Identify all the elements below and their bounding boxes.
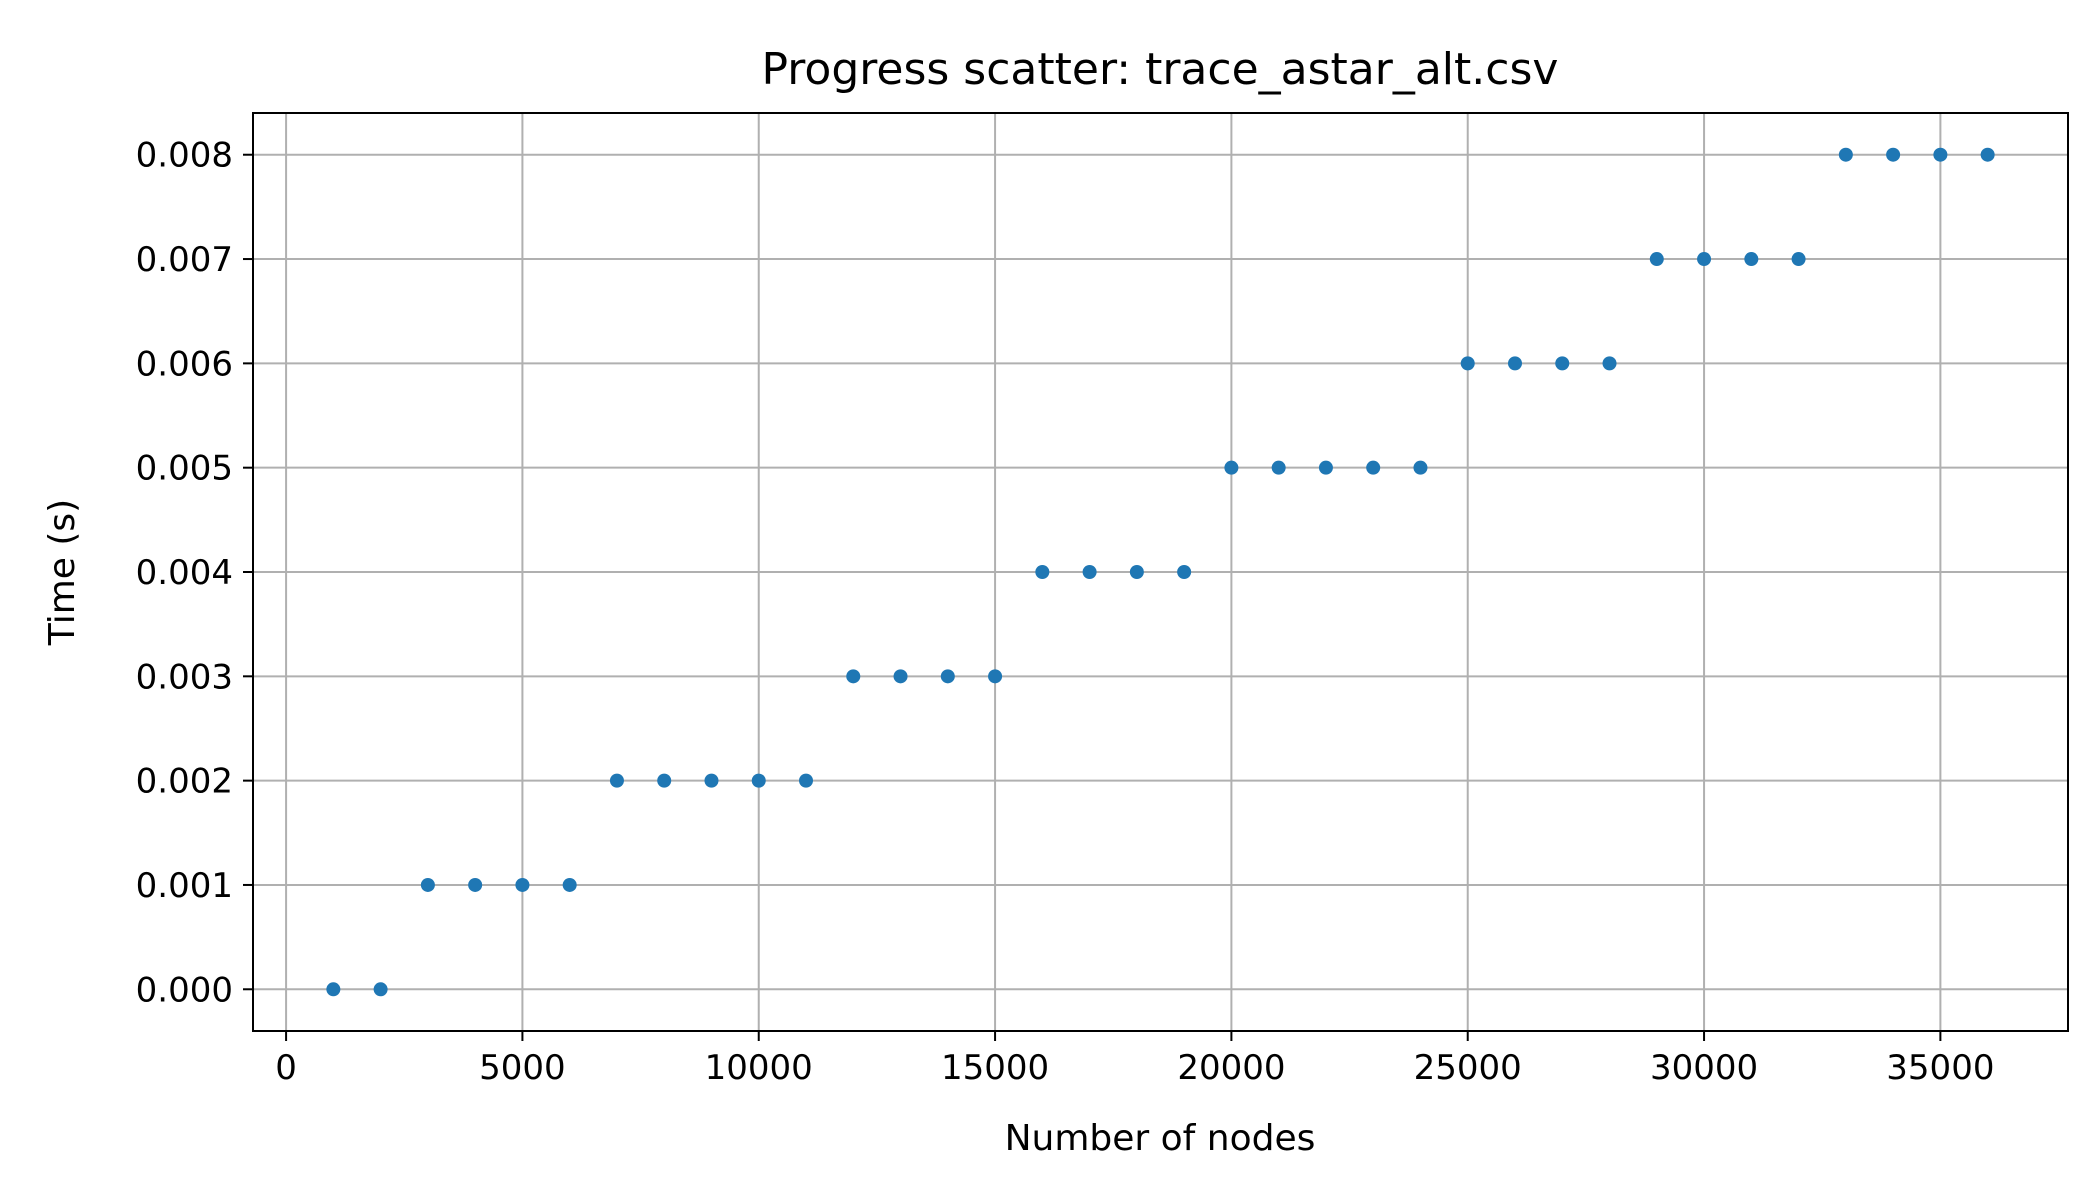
data-point — [1555, 356, 1570, 371]
data-point — [1035, 565, 1050, 579]
x-tick-label: 10000 — [705, 1048, 813, 1088]
data-point — [373, 982, 388, 997]
y-axis-ticks: 0.000 0.001 0.002 0.003 0.004 0.005 0.006 0.007… — [136, 136, 253, 1010]
data-point — [1602, 356, 1617, 371]
x-tick-label: 15000 — [941, 1048, 1049, 1088]
x-tick-label: 5000 — [479, 1048, 566, 1088]
y-tick-label: 0.007 — [136, 240, 233, 280]
data-point — [1318, 460, 1333, 475]
y-tick-label: 0.005 — [136, 449, 233, 489]
data-point — [704, 773, 719, 788]
y-tick-label: 0.001 — [136, 866, 233, 906]
x-tick-label: 30000 — [1650, 1048, 1758, 1088]
data-point — [1129, 565, 1144, 579]
data-point — [799, 773, 814, 788]
data-point — [751, 773, 766, 788]
data-point — [893, 669, 908, 684]
data-point — [1177, 565, 1192, 579]
data-point — [1838, 147, 1853, 162]
data-point — [515, 877, 530, 892]
data-point — [657, 773, 672, 788]
y-tick-label: 0.006 — [136, 344, 233, 384]
data-point — [1980, 147, 1995, 162]
chart-title: Progress scatter: trace_astar_alt.csv — [762, 44, 1559, 95]
data-point — [1271, 460, 1286, 475]
data-point — [1460, 356, 1475, 371]
y-tick-label: 0.003 — [136, 657, 233, 697]
x-tick-label: 35000 — [1886, 1048, 1994, 1088]
data-points — [326, 147, 1995, 997]
data-point — [420, 877, 435, 892]
data-point — [609, 773, 624, 788]
x-axis-label: Number of nodes — [1005, 1118, 1316, 1159]
data-point — [1413, 460, 1428, 475]
grid-lines — [253, 113, 2068, 1031]
y-tick-label: 0.004 — [136, 553, 233, 593]
y-tick-label: 0.000 — [136, 970, 233, 1010]
data-point — [846, 669, 861, 684]
x-tick-label: 25000 — [1414, 1048, 1522, 1088]
data-point — [1082, 565, 1097, 579]
x-axis-ticks: 0 5000 10000 15000 20000 25000 30000 35000 — [275, 1031, 1994, 1088]
data-point — [940, 669, 955, 684]
data-point — [1649, 252, 1664, 267]
data-point — [1366, 460, 1381, 475]
data-point — [988, 669, 1003, 684]
data-point — [326, 982, 341, 997]
data-point — [1507, 356, 1522, 371]
x-tick-label: 20000 — [1177, 1048, 1285, 1088]
data-point — [468, 877, 483, 892]
data-point — [1224, 460, 1239, 475]
y-tick-label: 0.008 — [136, 136, 233, 176]
y-axis-label: Time (s) — [42, 499, 83, 646]
data-point — [1744, 252, 1759, 267]
data-point — [1791, 252, 1806, 267]
data-point — [1933, 147, 1948, 162]
y-tick-label: 0.002 — [136, 762, 233, 802]
data-point — [562, 877, 577, 892]
data-point — [1697, 252, 1712, 267]
data-point — [1886, 147, 1901, 162]
x-tick-label: 0 — [275, 1048, 297, 1088]
